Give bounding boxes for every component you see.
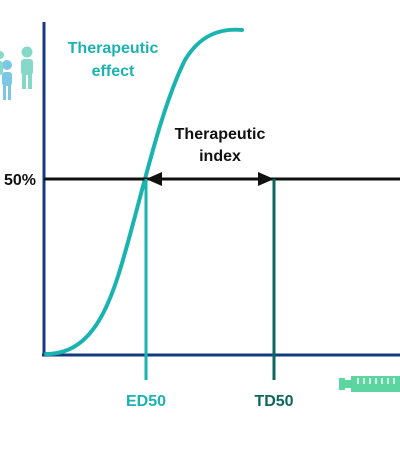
y-tick-label: 50% [4,172,36,189]
curve-label-line1: Therapeutic [68,40,159,57]
td50-label: TD50 [254,393,293,410]
index-label-line1: Therapeutic [175,126,266,143]
syringe-icon [339,376,400,392]
people-icon [0,46,33,100]
therapeutic-index-arrow [146,172,274,186]
ed50-label: ED50 [126,393,166,410]
index-label-line2: index [199,148,241,165]
curve-label-line2: effect [92,63,135,80]
therapeutic-effect-curve [44,27,244,356]
